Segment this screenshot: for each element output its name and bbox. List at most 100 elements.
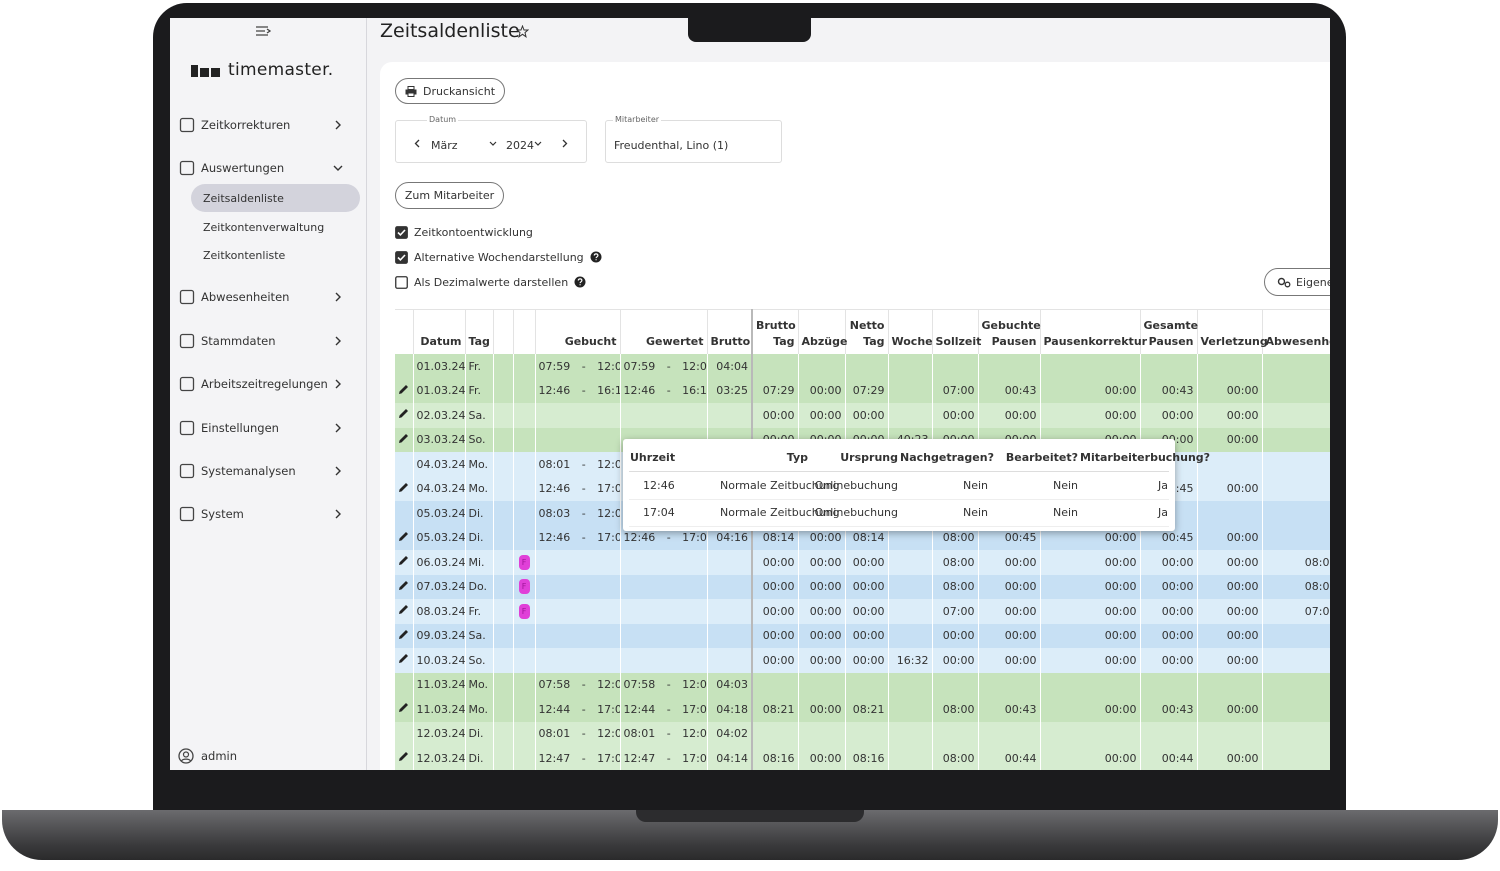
table-cell: Di.	[465, 721, 494, 746]
table-cell	[620, 599, 708, 624]
cell-text: 12.03.24	[416, 751, 465, 765]
checkbox[interactable]	[395, 225, 408, 239]
user-name: admin	[201, 749, 238, 763]
table-cell: 00:43	[978, 378, 1041, 403]
to-employee-button[interactable]: Zum Mitarbeiter	[395, 182, 504, 209]
menu-item[interactable]: Stammdaten	[170, 326, 366, 356]
option[interactable]: Zeitkontoentwicklung	[395, 224, 533, 240]
edit-icon[interactable]	[398, 604, 409, 615]
chevron-path	[335, 423, 341, 433]
cell-text: 00:43	[1161, 702, 1194, 716]
table-cell: 00:00	[1040, 378, 1141, 403]
date-field[interactable]: Datum März 2024	[395, 115, 587, 163]
edit-icon[interactable]	[398, 531, 409, 542]
cell-text: 00:00	[1161, 604, 1194, 618]
cell-text: Mi.	[468, 555, 485, 569]
table-cell	[888, 378, 933, 403]
edit-icon[interactable]	[398, 384, 409, 395]
edit-icon[interactable]	[398, 702, 409, 713]
year-dropdown[interactable]	[534, 141, 542, 147]
cell-text: Mo.	[468, 457, 489, 471]
column-header	[493, 309, 514, 354]
icon-shape	[179, 160, 195, 176]
table-cell	[620, 623, 708, 648]
table-row: 07.03.24 Do. F 00:00 00:00 00:00 08:00 00:00 00:…	[395, 574, 1330, 599]
checkbox[interactable]	[395, 275, 408, 289]
custom-label: Eigene	[1296, 275, 1330, 289]
table-cell	[888, 403, 933, 428]
edit-icon[interactable]	[398, 580, 409, 591]
table-cell	[1262, 452, 1330, 477]
tooltip-cell: 12:46	[629, 471, 719, 500]
submenu-item[interactable]: Zeitsaldenliste	[191, 184, 360, 212]
menu-item[interactable]: Abwesenheiten	[170, 282, 366, 312]
cell-text: 08:03 - 12:01	[538, 506, 620, 520]
cell-text: 08:16	[852, 751, 885, 765]
menu-item[interactable]: Einstellungen	[170, 413, 366, 443]
cell-text: 00:00	[762, 580, 795, 594]
month[interactable]: März	[431, 139, 458, 152]
submenu-item[interactable]: Zeitkontenliste	[191, 241, 360, 269]
cell-text: 00:00	[852, 629, 885, 643]
cell-text: 00:00	[762, 408, 795, 422]
tooltip-cell: Nein	[989, 471, 1079, 500]
table-cell: 04:04	[707, 354, 753, 379]
menu-icon	[179, 376, 195, 392]
table-cell	[888, 721, 933, 746]
edit-icon[interactable]	[398, 629, 409, 640]
menu-item[interactable]: Auswertungen	[170, 153, 366, 183]
menu-toggle[interactable]	[255, 25, 271, 37]
custom-button[interactable]: Eigene	[1264, 268, 1330, 296]
edit-icon[interactable]	[398, 751, 409, 762]
option[interactable]: Als Dezimalwerte darstellen	[395, 274, 586, 290]
table-cell: 00:00	[798, 648, 846, 673]
table-cell	[1197, 354, 1263, 379]
edit-icon[interactable]	[398, 408, 409, 419]
cell-text: 00:00	[1104, 555, 1137, 569]
table-cell: 08:21	[845, 697, 889, 722]
table-cell	[888, 574, 933, 599]
edit-icon[interactable]	[398, 482, 409, 493]
cell-text: 08.03.24	[416, 604, 465, 618]
help-icon[interactable]	[574, 276, 586, 288]
edit-icon[interactable]	[398, 653, 409, 664]
option[interactable]: Alternative Wochendarstellung	[395, 249, 602, 265]
cell-text: 00:00	[1004, 555, 1037, 569]
employee-field[interactable]: Mitarbeiter Freudenthal, Lino (1)	[605, 115, 782, 163]
table-cell	[1262, 746, 1330, 770]
edit-icon[interactable]	[398, 555, 409, 566]
table-cell: 00:00	[798, 697, 846, 722]
chevron-path	[335, 336, 341, 346]
year[interactable]: 2024	[506, 139, 534, 152]
cell-text: 07:29	[852, 384, 885, 398]
cell-text: 00:00	[762, 555, 795, 569]
table-cell	[888, 550, 933, 575]
help-icon[interactable]	[590, 251, 602, 263]
option-label: Als Dezimalwerte darstellen	[414, 275, 569, 289]
table-cell: Sa.	[465, 623, 494, 648]
prev-month[interactable]	[414, 139, 421, 148]
next-month[interactable]	[561, 139, 568, 148]
chevron	[335, 509, 341, 519]
table-cell: Di.	[465, 501, 494, 526]
month-dropdown[interactable]	[489, 141, 497, 147]
pencil	[399, 654, 409, 664]
menu-item[interactable]: Zeitkorrekturen	[170, 110, 366, 140]
cell-text: 00:00	[1226, 433, 1259, 447]
print-button[interactable]: Druckansicht	[395, 78, 505, 104]
chevron-path	[335, 292, 341, 302]
checkbox[interactable]	[395, 250, 408, 264]
cell-text: 00:43	[1004, 702, 1037, 716]
favorite-star[interactable]	[516, 25, 529, 38]
submenu-item[interactable]: Zeitkontenverwaltung	[191, 213, 360, 241]
table-cell: 08:16	[845, 746, 889, 770]
menu-item[interactable]: Systemanalysen	[170, 456, 366, 486]
pencil	[399, 605, 409, 615]
cell-text: 11.03.24	[416, 702, 465, 716]
menu-item[interactable]: System	[170, 499, 366, 529]
table-cell	[888, 623, 933, 648]
table-cell: 00:43	[1140, 697, 1198, 722]
edit-icon[interactable]	[398, 433, 409, 444]
menu-item[interactable]: Arbeitszeitregelungen	[170, 369, 366, 399]
table-cell: 00:00	[978, 550, 1041, 575]
